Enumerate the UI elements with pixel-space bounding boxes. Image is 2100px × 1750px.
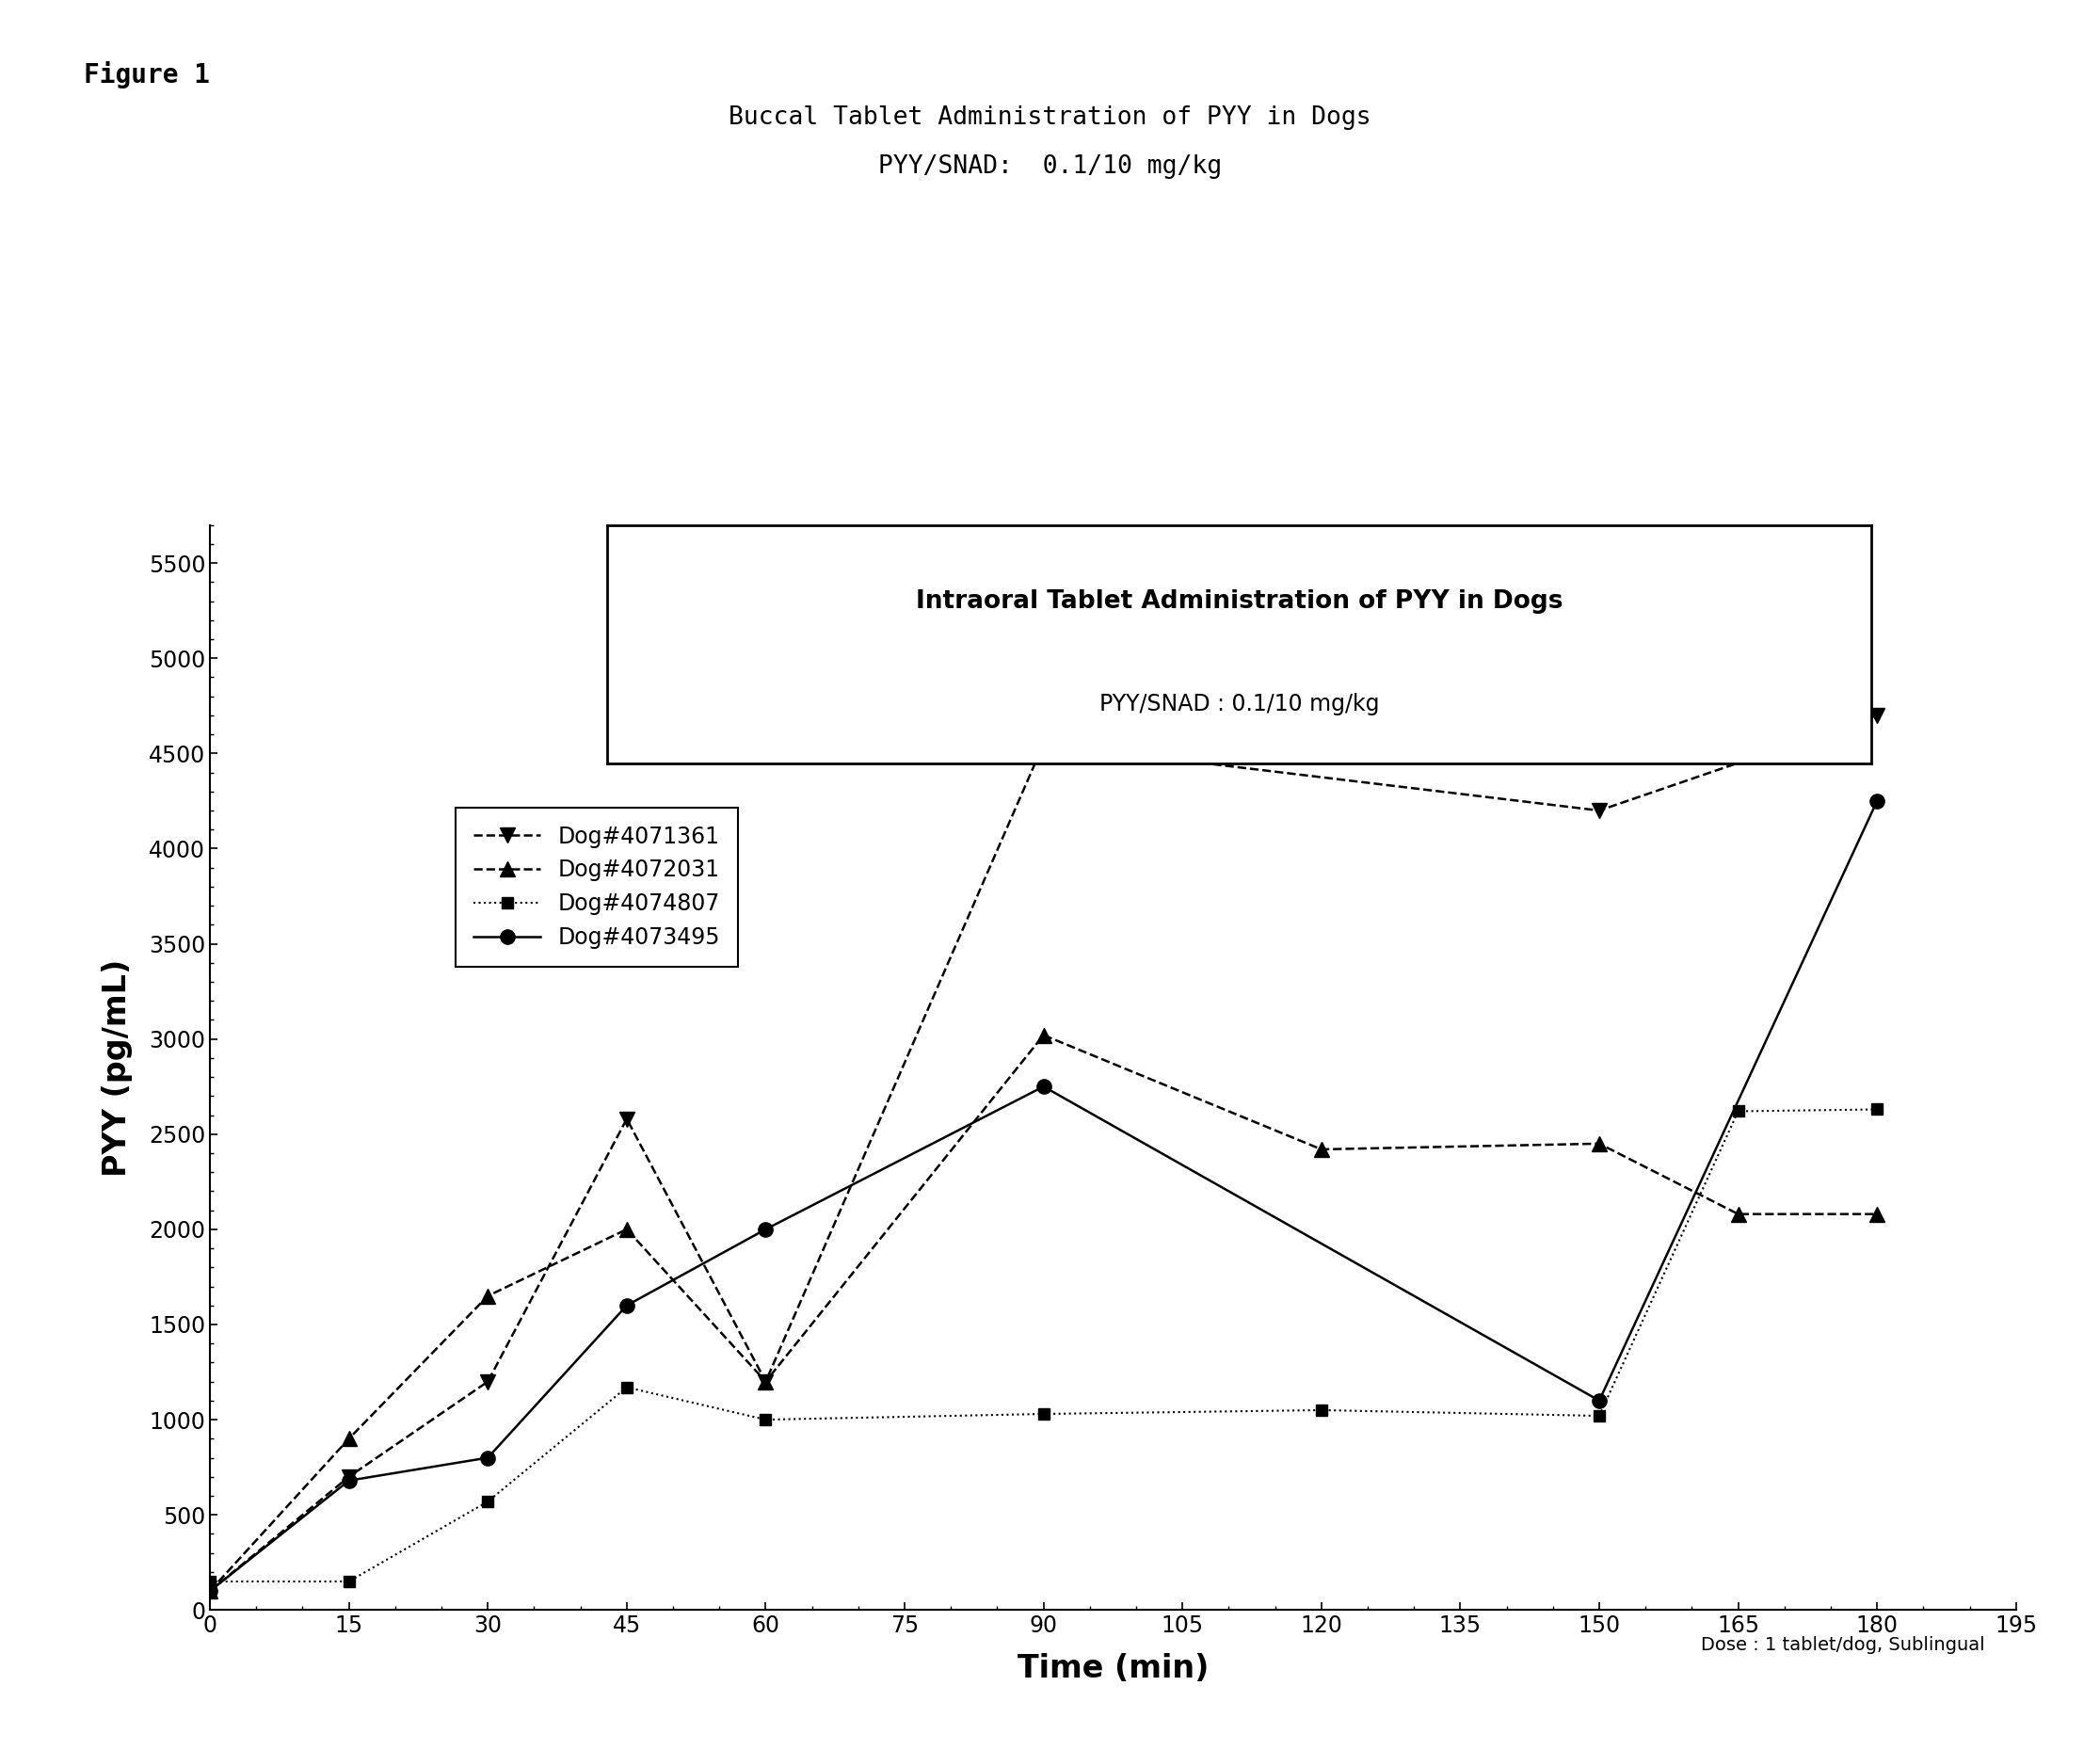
Dog#4073495: [197, 1580, 223, 1601]
Dog#4074807: [1865, 1099, 1890, 1120]
Dog#4072031: [1726, 1204, 1751, 1225]
Text: PYY/SNAD : 0.1/10 mg/kg: PYY/SNAD : 0.1/10 mg/kg: [1100, 693, 1380, 716]
Line: Dog#4074807: Dog#4074807: [204, 1104, 1884, 1587]
Dog#4072031: [197, 1580, 223, 1601]
Dog#4074807: [1588, 1405, 1613, 1426]
Dog#4073495: [613, 1295, 638, 1316]
Dog#4071361: [613, 1108, 638, 1129]
Dog#4074807: [1031, 1404, 1056, 1424]
Text: Figure 1: Figure 1: [84, 61, 210, 89]
Y-axis label: PYY (pg/mL): PYY (pg/mL): [101, 959, 132, 1176]
Dog#4072031: [613, 1218, 638, 1239]
Dog#4071361: [197, 1580, 223, 1601]
Line: Dog#4071361: Dog#4071361: [204, 709, 1884, 1598]
Dog#4073495: [1031, 1076, 1056, 1097]
Dog#4072031: [475, 1286, 500, 1307]
Dog#4072031: [1588, 1134, 1613, 1155]
Dog#4073495: [1588, 1390, 1613, 1410]
Dog#4071361: [475, 1370, 500, 1391]
Line: Dog#4073495: Dog#4073495: [204, 794, 1884, 1598]
Dog#4074807: [197, 1572, 223, 1592]
Dog#4073495: [336, 1470, 361, 1491]
Dog#4072031: [336, 1428, 361, 1449]
Text: PYY/SNAD:  0.1/10 mg/kg: PYY/SNAD: 0.1/10 mg/kg: [878, 154, 1222, 178]
Dog#4072031: [1308, 1139, 1334, 1160]
Dog#4074807: [1726, 1101, 1751, 1122]
Dog#4072031: [1031, 1026, 1056, 1046]
Dog#4074807: [1308, 1400, 1334, 1421]
Dog#4073495: [1865, 791, 1890, 812]
Dog#4074807: [475, 1491, 500, 1512]
Legend: Dog#4071361, Dog#4072031, Dog#4074807, Dog#4073495: Dog#4071361, Dog#4072031, Dog#4074807, D…: [456, 807, 739, 966]
Dog#4074807: [613, 1377, 638, 1398]
Line: Dog#4072031: Dog#4072031: [204, 1027, 1884, 1598]
Dog#4073495: [475, 1447, 500, 1468]
Dog#4071361: [1865, 705, 1890, 726]
Dog#4071361: [754, 1370, 779, 1391]
Dog#4071361: [1031, 733, 1056, 754]
Dog#4071361: [336, 1466, 361, 1487]
Text: Intraoral Tablet Administration of PYY in Dogs: Intraoral Tablet Administration of PYY i…: [916, 590, 1562, 614]
Text: Buccal Tablet Administration of PYY in Dogs: Buccal Tablet Administration of PYY in D…: [729, 105, 1371, 129]
X-axis label: Time (min): Time (min): [1016, 1652, 1210, 1683]
Dog#4073495: [754, 1218, 779, 1239]
Dog#4074807: [336, 1572, 361, 1592]
Text: Dose : 1 tablet/dog, Sublingual: Dose : 1 tablet/dog, Sublingual: [1701, 1636, 1984, 1654]
Dog#4071361: [1588, 800, 1613, 821]
Dog#4072031: [754, 1370, 779, 1391]
Dog#4072031: [1865, 1204, 1890, 1225]
Dog#4074807: [754, 1409, 779, 1430]
